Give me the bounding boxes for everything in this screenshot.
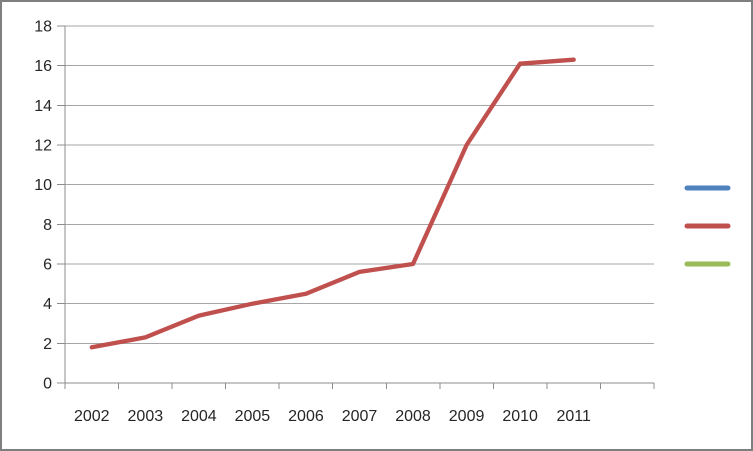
x-axis-tick-label: 2002 (74, 408, 110, 425)
y-axis-tick-label: 0 (43, 376, 52, 393)
y-axis-tick-label: 14 (34, 98, 52, 115)
x-axis-tick-label: 2007 (342, 408, 378, 425)
x-axis-tick-label: 2010 (502, 408, 538, 425)
y-axis-tick-label: 12 (34, 138, 52, 155)
y-axis-tick-label: 16 (34, 58, 52, 75)
x-axis-tick-label: 2008 (395, 408, 431, 425)
x-axis-tick-label: 2011 (556, 408, 591, 425)
y-axis-tick-label: 10 (34, 177, 52, 194)
line-series-2 (89, 57, 576, 350)
x-axis-tick-label: 2004 (181, 408, 217, 425)
x-axis-tick-label: 2006 (288, 408, 324, 425)
x-axis-tick-label: 2009 (449, 408, 485, 425)
x-axis-tick-label: 2005 (235, 408, 271, 425)
y-axis-tick-label: 18 (34, 19, 52, 36)
x-axis-tick-label: 2003 (128, 408, 164, 425)
y-axis-tick-label: 4 (43, 296, 52, 313)
y-axis-tick-label: 8 (43, 217, 52, 234)
y-axis-tick-label: 2 (43, 336, 52, 353)
y-axis-tick-label: 6 (43, 257, 52, 274)
